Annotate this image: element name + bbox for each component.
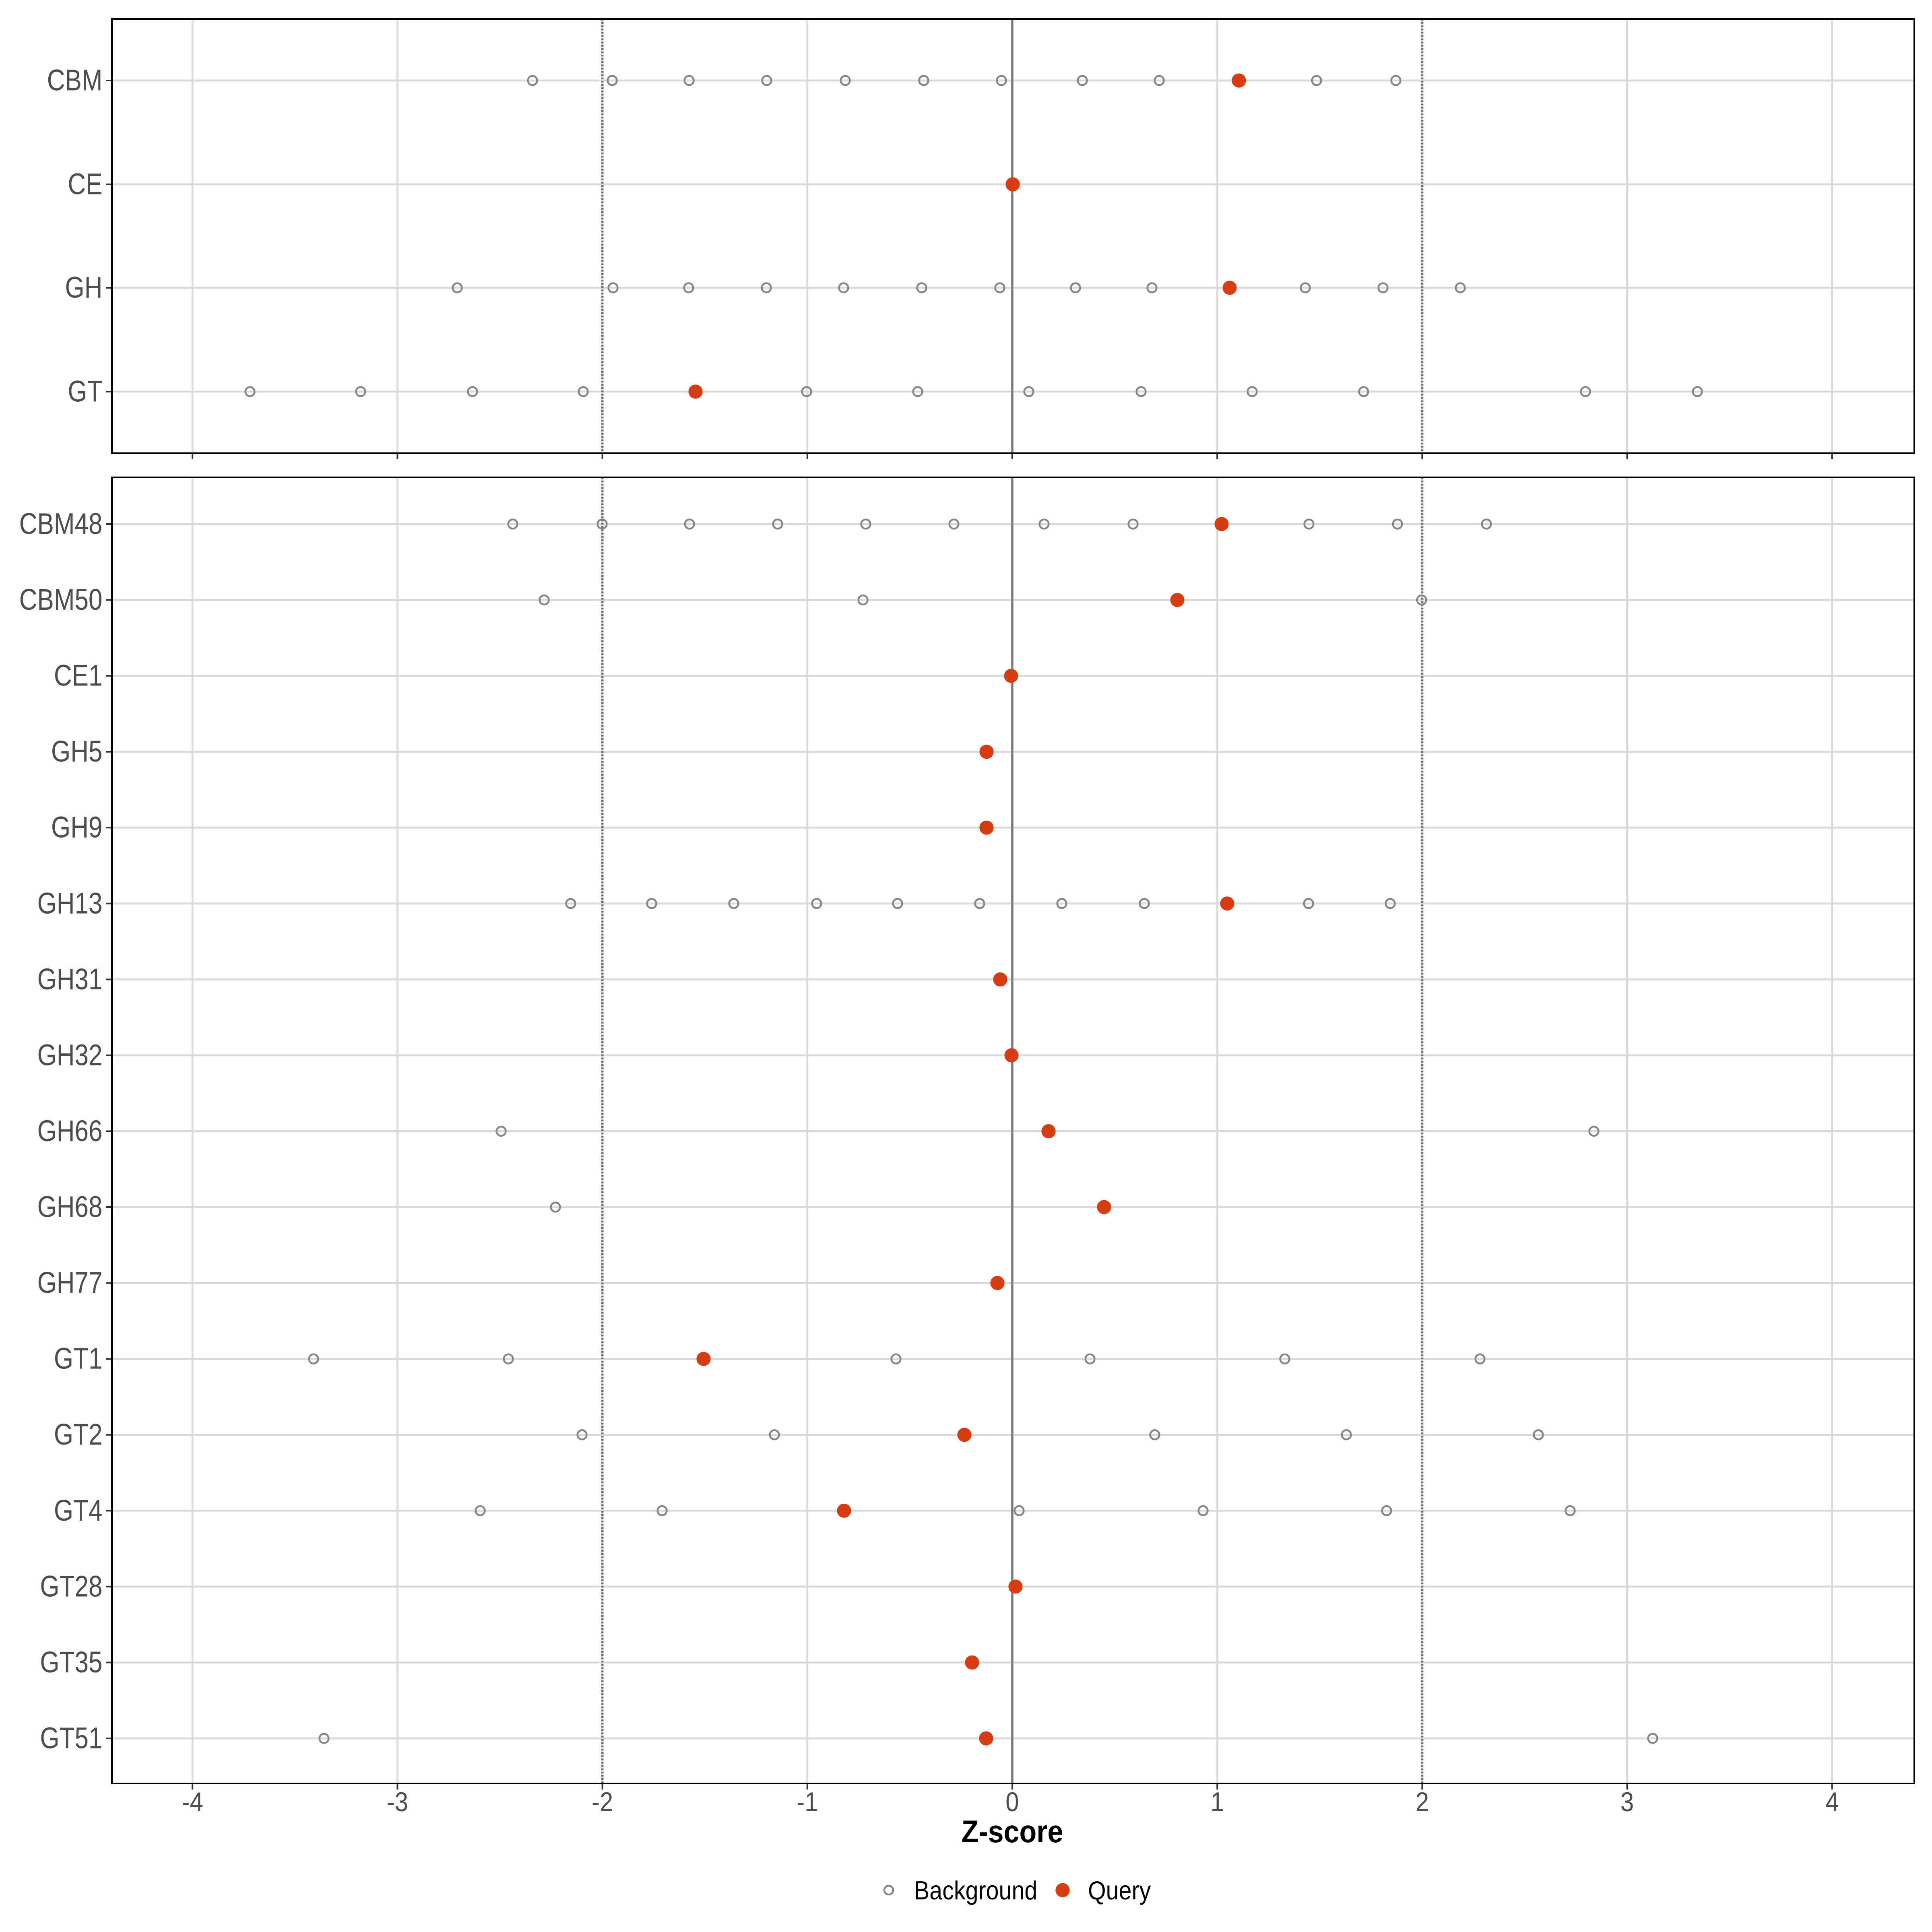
svg-text:GT28: GT28 [40,1569,102,1603]
svg-text:GT35: GT35 [40,1645,102,1679]
svg-text:GT: GT [68,375,102,408]
svg-text:GH: GH [65,271,103,304]
svg-text:CBM50: CBM50 [19,583,103,616]
svg-text:GT2: GT2 [54,1418,103,1451]
svg-text:Query: Query [1088,1876,1151,1905]
svg-text:4: 4 [1825,1787,1839,1817]
svg-text:GH77: GH77 [37,1266,103,1299]
svg-text:Z-score: Z-score [962,1814,1063,1849]
svg-text:GT51: GT51 [40,1721,102,1755]
svg-text:3: 3 [1620,1787,1634,1817]
svg-text:GT1: GT1 [54,1342,103,1375]
svg-text:GH68: GH68 [37,1190,103,1224]
svg-text:1: 1 [1211,1787,1224,1817]
svg-text:-3: -3 [387,1787,408,1817]
svg-text:GH13: GH13 [37,886,103,920]
svg-text:-2: -2 [592,1787,613,1817]
svg-text:CBM: CBM [47,64,103,97]
svg-text:CBM48: CBM48 [19,507,103,541]
svg-text:-4: -4 [182,1787,203,1817]
svg-text:GT4: GT4 [54,1494,103,1527]
svg-text:GH9: GH9 [51,811,103,844]
svg-text:GH31: GH31 [37,962,103,996]
svg-text:CE1: CE1 [54,659,103,692]
svg-text:GH32: GH32 [37,1038,103,1071]
svg-text:CE: CE [68,167,102,201]
svg-text:0: 0 [1005,1787,1019,1817]
svg-text:-1: -1 [797,1787,818,1817]
svg-text:GH5: GH5 [51,735,103,768]
svg-text:2: 2 [1416,1787,1429,1817]
svg-text:GH66: GH66 [37,1114,103,1148]
svg-text:Background: Background [914,1876,1037,1905]
